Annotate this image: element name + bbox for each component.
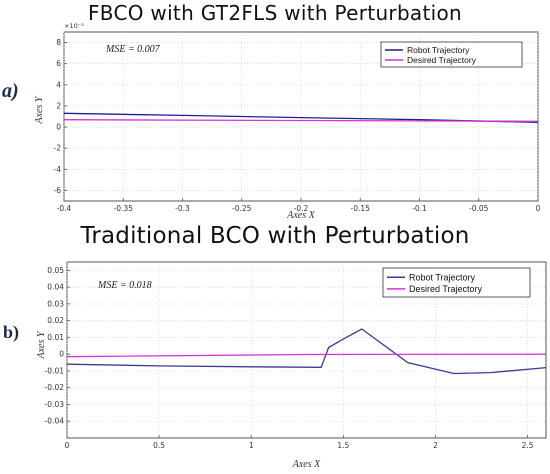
chart-b-x-tick-label: 1 (249, 441, 254, 450)
chart-a-y-tick-label: -2 (54, 144, 62, 153)
chart-b-y-tick-label: -0.01 (45, 366, 65, 375)
chart-a-x-tick-label: -0.1 (412, 204, 427, 213)
chart-b-y-tick-label: 0.03 (47, 299, 64, 308)
chart-b-y-tick-label: 0.02 (47, 316, 64, 325)
chart-a-x-tick-label: -0.2 (294, 204, 309, 213)
chart-a-series-line-desired (63, 119, 539, 122)
chart-a-y-tick-label: 6 (56, 59, 61, 68)
chart-a-y-axis-label: Axes Y (34, 95, 45, 124)
chart-b-title: Traditional BCO with Perturbation (80, 223, 470, 249)
chart-b-y-axis-label: Axes Y (36, 330, 47, 359)
chart-a-y-tick-label: -6 (54, 186, 62, 195)
chart-b-legend-label: Robot Trajectory (409, 272, 476, 282)
panel-label-a: a) (2, 80, 19, 102)
chart-b-x-tick-label: 0 (65, 441, 70, 450)
chart-b-y-tick-label: 0.01 (47, 333, 64, 342)
chart-a-x-axis-label: Axes X (286, 210, 315, 221)
chart-a-x-tick-label: -0.35 (114, 204, 134, 213)
chart-a-x-tick-label: -0.25 (232, 204, 252, 213)
chart-a-x-tick-label: -0.15 (351, 204, 371, 213)
chart-a-y-tick-label: 2 (56, 101, 61, 110)
chart-b-y-tick-label: 0.04 (47, 283, 64, 292)
chart-a-x-tick-label: -0.3 (175, 204, 190, 213)
chart-b-series-line-robot (66, 328, 547, 375)
chart-a-title: FBCO with GT2FLS with Perturbation (87, 1, 463, 25)
chart-b-series-line-desired (66, 353, 547, 358)
chart-a-mse-annotation: MSE = 0.007 (105, 44, 161, 55)
chart-a-legend-label: Desired Trajectory (407, 55, 477, 65)
chart-b-mse-annotation: MSE = 0.018 (97, 280, 152, 291)
chart-a-exponent-label: ×10⁻³ (64, 22, 84, 30)
chart-b-legend-box (382, 267, 531, 298)
panel-label-b: b) (3, 322, 20, 342)
chart-b-y-tick-label: -0.02 (45, 383, 65, 392)
chart-b-x-tick-label: 2.5 (522, 441, 534, 450)
chart-a-y-tick-label: 8 (56, 38, 61, 47)
chart-a-x-tick-label: 0 (536, 204, 541, 213)
chart-b-legend-label: Desired Trajectory (409, 284, 483, 294)
chart-b-y-tick-label: -0.04 (45, 417, 65, 426)
chart-a-legend-label: Robot Trajectory (407, 45, 470, 55)
chart-b-y-tick-label: 0 (59, 350, 64, 359)
chart-a-y-tick-label: -4 (54, 165, 62, 174)
chart-a-y-tick-label: 0 (56, 123, 61, 132)
chart-a-y-tick-label: 4 (56, 80, 61, 89)
chart-b-x-tick-label: 0.5 (153, 441, 165, 450)
chart-a-legend-box (380, 41, 523, 68)
chart-b-x-axis-label: Axes X (292, 459, 321, 470)
chart-b-y-tick-label: 0.05 (47, 266, 64, 275)
chart-a-x-tick-label: -0.4 (57, 204, 72, 213)
chart-b-x-tick-label: 1.5 (337, 441, 349, 450)
chart-a-x-tick-label: -0.05 (469, 204, 489, 213)
chart-b-y-tick-label: -0.03 (45, 400, 65, 409)
chart-b-x-tick-label: 2 (433, 441, 438, 450)
